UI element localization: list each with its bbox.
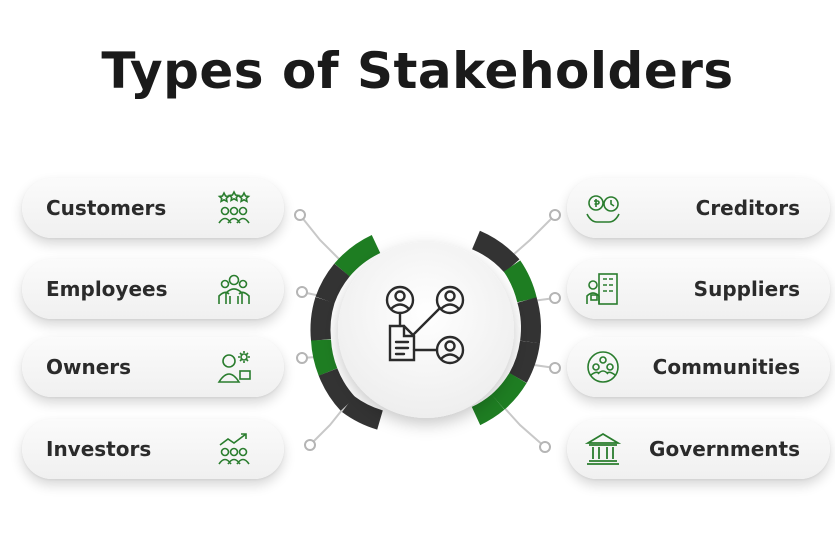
stakeholder-employees: Employees bbox=[22, 259, 284, 319]
stakeholder-label: Creditors bbox=[695, 196, 800, 220]
stakeholder-communities: Communities bbox=[567, 337, 830, 397]
owner-with-gear-icon bbox=[216, 349, 252, 385]
connector-dots bbox=[294, 209, 561, 453]
community-circle-icon bbox=[585, 349, 621, 385]
page-title: Types of Stakeholders bbox=[101, 42, 734, 100]
stakeholder-customers: Customers bbox=[22, 178, 284, 238]
money-exchange-icon bbox=[585, 190, 621, 226]
stakeholder-label: Customers bbox=[46, 196, 167, 220]
stakeholder-label: Communities bbox=[652, 355, 800, 379]
government-building-icon bbox=[585, 431, 621, 467]
stakeholder-label: Suppliers bbox=[693, 277, 800, 301]
growth-people-icon bbox=[216, 431, 252, 467]
segmented-ring bbox=[310, 230, 541, 430]
stakeholder-label: Investors bbox=[46, 437, 152, 461]
stakeholder-network-icon bbox=[385, 285, 465, 365]
center-circle bbox=[338, 242, 514, 418]
team-group-icon bbox=[216, 271, 252, 307]
stakeholder-owners: Owners bbox=[22, 337, 284, 397]
stakeholder-label: Governments bbox=[649, 437, 800, 461]
stakeholder-label: Owners bbox=[46, 355, 132, 379]
supplier-building-icon bbox=[585, 271, 621, 307]
stakeholder-creditors: Creditors bbox=[567, 178, 830, 238]
stakeholder-label: Employees bbox=[46, 277, 168, 301]
star-rating-people-icon bbox=[216, 190, 252, 226]
stakeholder-governments: Governments bbox=[567, 419, 830, 479]
stakeholder-investors: Investors bbox=[22, 419, 284, 479]
stakeholder-suppliers: Suppliers bbox=[567, 259, 830, 319]
